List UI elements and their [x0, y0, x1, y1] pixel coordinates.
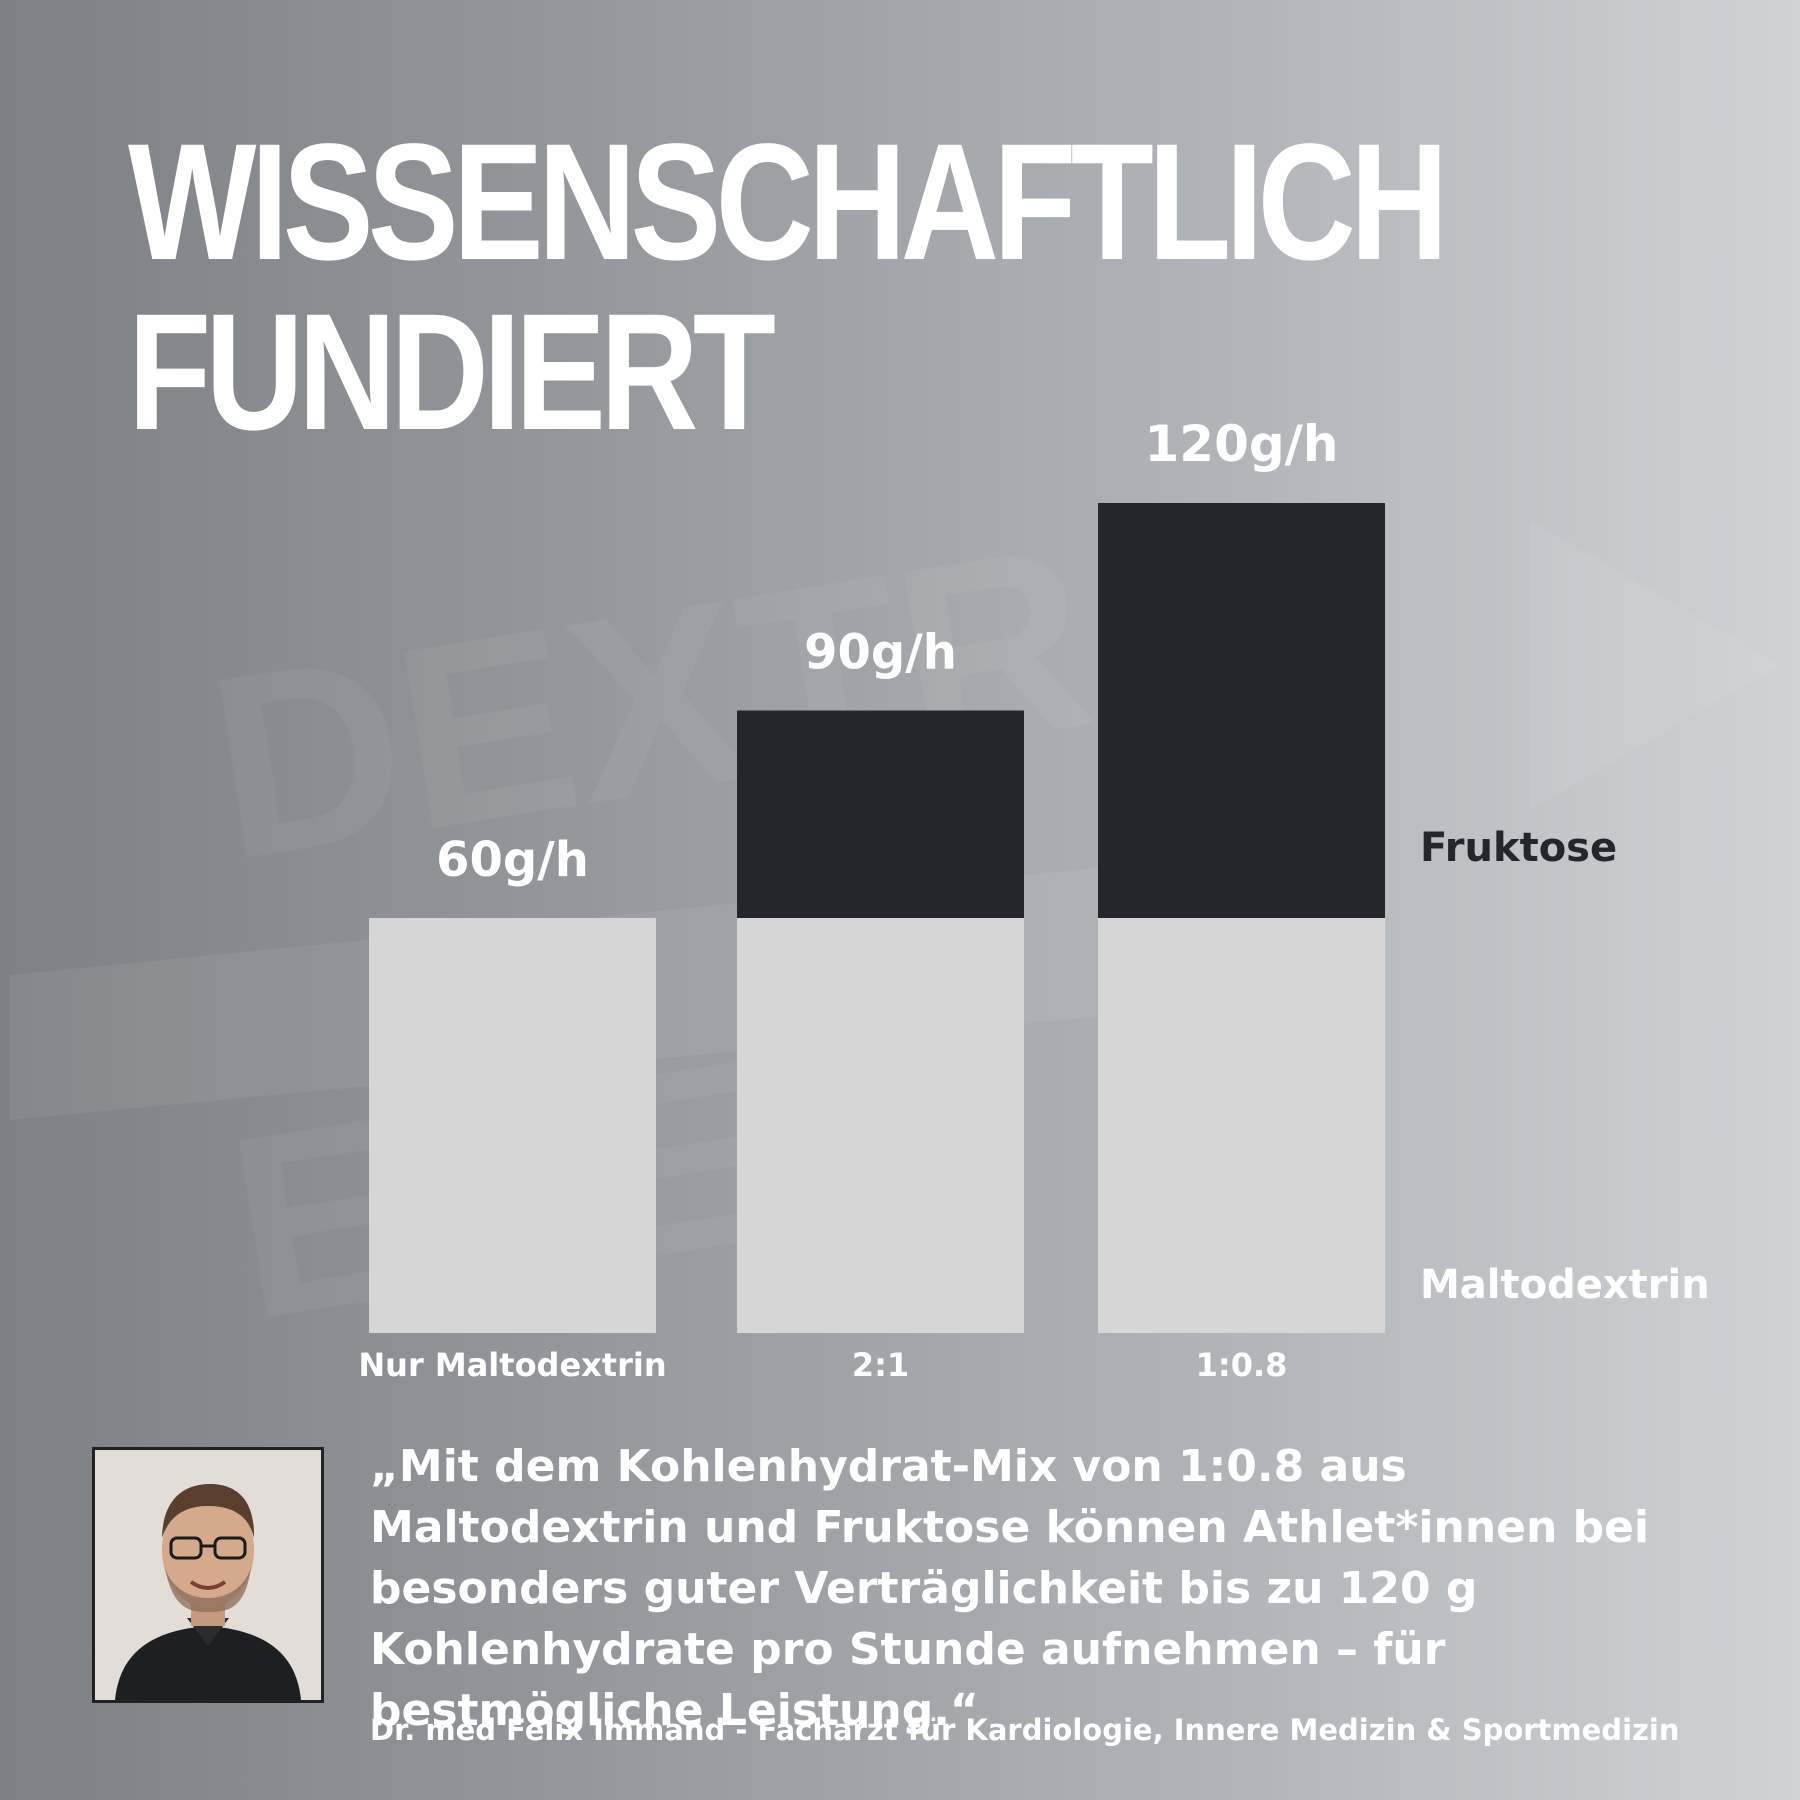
total-label-1: 60g/h [436, 832, 589, 888]
category-label-2: 2:1 [852, 1346, 909, 1384]
portrait-illustration [95, 1450, 321, 1700]
legend-maltodextrin: Maltodextrin [1420, 1262, 1710, 1308]
category-label-1: Nur Maltodextrin [358, 1346, 666, 1384]
total-label-2: 90g/h [804, 625, 957, 681]
bar-maltodextrin-2 [737, 918, 1024, 1333]
page-title: WISSENSCHAFTLICH FUNDIERT [128, 110, 1448, 465]
testimonial-quote: „Mit dem Kohlenhydrat-Mix von 1:0.8 aus … [370, 1441, 1650, 1736]
testimonial-author: Dr. med Felix Immand - Facharzt für Kard… [370, 1713, 1680, 1747]
bar-maltodextrin-3 [1098, 918, 1385, 1333]
total-label-3: 120g/h [1144, 415, 1338, 473]
bar-fruktose-2 [737, 710, 1024, 918]
page-title-line-2: FUNDIERT [128, 280, 776, 465]
legend-fruktose: Fruktose [1420, 825, 1617, 871]
bar-maltodextrin-1 [369, 918, 656, 1333]
bar-fruktose-3 [1098, 503, 1385, 918]
category-label-3: 1:0.8 [1196, 1346, 1288, 1384]
page-title-line-1: WISSENSCHAFTLICH [128, 110, 1448, 295]
doctor-portrait [92, 1447, 324, 1703]
